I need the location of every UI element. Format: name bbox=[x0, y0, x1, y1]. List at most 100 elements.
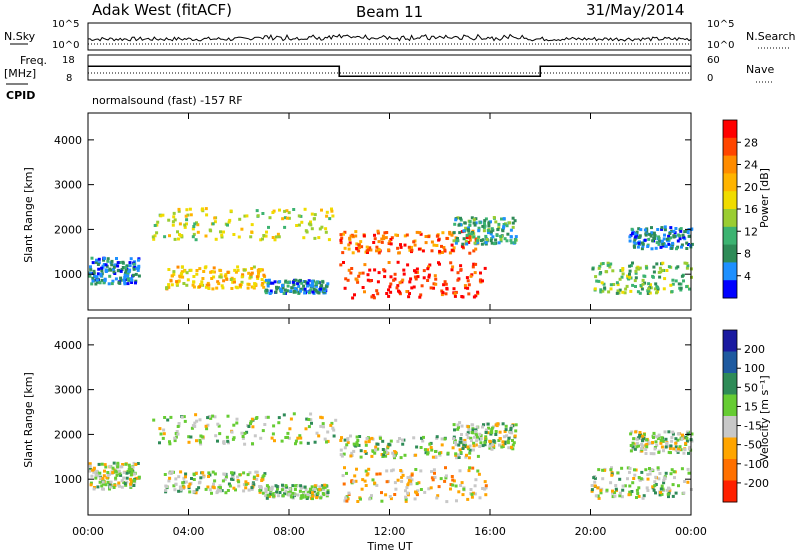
heatmap-cell bbox=[432, 282, 436, 286]
heatmap-cell bbox=[672, 447, 676, 451]
heatmap-cell bbox=[684, 441, 688, 445]
heatmap-cell bbox=[638, 431, 642, 434]
heatmap-cell bbox=[648, 291, 652, 295]
heatmap-cell bbox=[226, 489, 230, 492]
heatmap-cell bbox=[224, 491, 228, 495]
heatmap-cell bbox=[341, 474, 345, 478]
heatmap-cell bbox=[474, 478, 478, 482]
heatmap-cell bbox=[270, 488, 274, 491]
heatmap-cell bbox=[650, 247, 654, 251]
heatmap-cell bbox=[97, 462, 101, 466]
heatmap-cell bbox=[488, 444, 492, 448]
heatmap-cell bbox=[364, 484, 368, 487]
heatmap-cell bbox=[261, 281, 265, 285]
heatmap-cell bbox=[440, 437, 444, 441]
heatmap-cell bbox=[330, 209, 334, 213]
heatmap-cell bbox=[176, 425, 180, 428]
heatmap-cell bbox=[243, 442, 247, 446]
heatmap-cell bbox=[360, 245, 364, 249]
heatmap-cell bbox=[355, 242, 359, 246]
heatmap-cell bbox=[636, 290, 640, 294]
heatmap-cell bbox=[611, 269, 615, 273]
heatmap-cell bbox=[116, 264, 120, 268]
heatmap-cell bbox=[451, 265, 455, 269]
heatmap-cell bbox=[355, 443, 359, 447]
heatmap-cell bbox=[509, 426, 513, 430]
colorbar-tick-label: 16 bbox=[744, 203, 758, 216]
heatmap-cell bbox=[127, 467, 131, 471]
heatmap-cell bbox=[481, 238, 485, 242]
heatmap-cell bbox=[119, 276, 123, 280]
heatmap-cell bbox=[216, 439, 219, 443]
heatmap-cell bbox=[419, 488, 423, 491]
heatmap-cell bbox=[453, 441, 457, 444]
heatmap-cell bbox=[101, 476, 105, 480]
heatmap-cell bbox=[271, 432, 275, 436]
heatmap-cell bbox=[405, 486, 409, 490]
heatmap-cell bbox=[492, 216, 496, 219]
heatmap-cell bbox=[438, 453, 442, 457]
heatmap-cell bbox=[484, 484, 488, 488]
heatmap-cell bbox=[648, 472, 652, 476]
heatmap-cell bbox=[182, 480, 186, 484]
heatmap-cell bbox=[88, 464, 92, 468]
colorbar-swatch bbox=[723, 459, 737, 481]
heatmap-cell bbox=[188, 490, 192, 494]
heatmap-cell bbox=[356, 280, 360, 284]
heatmap-cell bbox=[377, 271, 381, 275]
heatmap-cell bbox=[407, 295, 411, 299]
heatmap-cell bbox=[309, 418, 313, 422]
heatmap-cell bbox=[462, 237, 466, 241]
heatmap-cell bbox=[249, 272, 253, 276]
heatmap-cell bbox=[428, 442, 432, 446]
heatmap-cell bbox=[118, 261, 122, 264]
heatmap-cell bbox=[320, 416, 324, 420]
heatmap-cell bbox=[477, 472, 481, 476]
colorbar-tick-label: 200 bbox=[744, 343, 765, 356]
heatmap-cell bbox=[277, 416, 281, 420]
heatmap-cell bbox=[675, 247, 678, 251]
heatmap-cell bbox=[499, 239, 503, 243]
heatmap-cell bbox=[484, 428, 488, 432]
heatmap-cell bbox=[657, 236, 661, 240]
heatmap-cell bbox=[189, 435, 193, 439]
heatmap-cell bbox=[490, 431, 494, 435]
heatmap-cell bbox=[270, 485, 274, 489]
heatmap-cell bbox=[364, 469, 368, 473]
heatmap-cell bbox=[278, 280, 282, 284]
heatmap-cell bbox=[252, 483, 256, 487]
heatmap-cell bbox=[287, 491, 291, 494]
heatmap-cell bbox=[222, 279, 226, 283]
heatmap-cell bbox=[617, 291, 621, 295]
heatmap-cell bbox=[383, 275, 387, 279]
heatmap-cell bbox=[452, 246, 456, 250]
heatmap-cell bbox=[354, 479, 358, 483]
heatmap-cell bbox=[185, 222, 188, 226]
heatmap-cell bbox=[685, 285, 689, 289]
heatmap-cell bbox=[232, 277, 236, 281]
heatmap-cell bbox=[653, 287, 657, 291]
heatmap-cell bbox=[465, 242, 469, 246]
heatmap-cell bbox=[217, 282, 221, 286]
heatmap-cell bbox=[252, 285, 256, 289]
heatmap-cell bbox=[106, 471, 110, 474]
heatmap-cell bbox=[618, 494, 622, 498]
heatmap-cell bbox=[174, 477, 178, 481]
heatmap-cell bbox=[416, 270, 419, 274]
heatmap-cell bbox=[593, 484, 597, 488]
heatmap-cell bbox=[631, 445, 635, 449]
heatmap-cell bbox=[423, 448, 427, 452]
y-tick-label: 3000 bbox=[54, 384, 82, 397]
heatmap-cell bbox=[633, 238, 637, 242]
heatmap-cell bbox=[440, 289, 444, 293]
heatmap-cell bbox=[112, 486, 116, 489]
heatmap-cell bbox=[630, 430, 634, 434]
heatmap-cell bbox=[359, 240, 363, 244]
heatmap-cell bbox=[628, 470, 631, 474]
heatmap-cell bbox=[680, 437, 684, 441]
heatmap-cell bbox=[473, 484, 477, 488]
heatmap-cell bbox=[354, 230, 358, 234]
heatmap-cell bbox=[168, 476, 172, 480]
heatmap-cell bbox=[459, 218, 463, 222]
heatmap-cell bbox=[428, 263, 432, 267]
